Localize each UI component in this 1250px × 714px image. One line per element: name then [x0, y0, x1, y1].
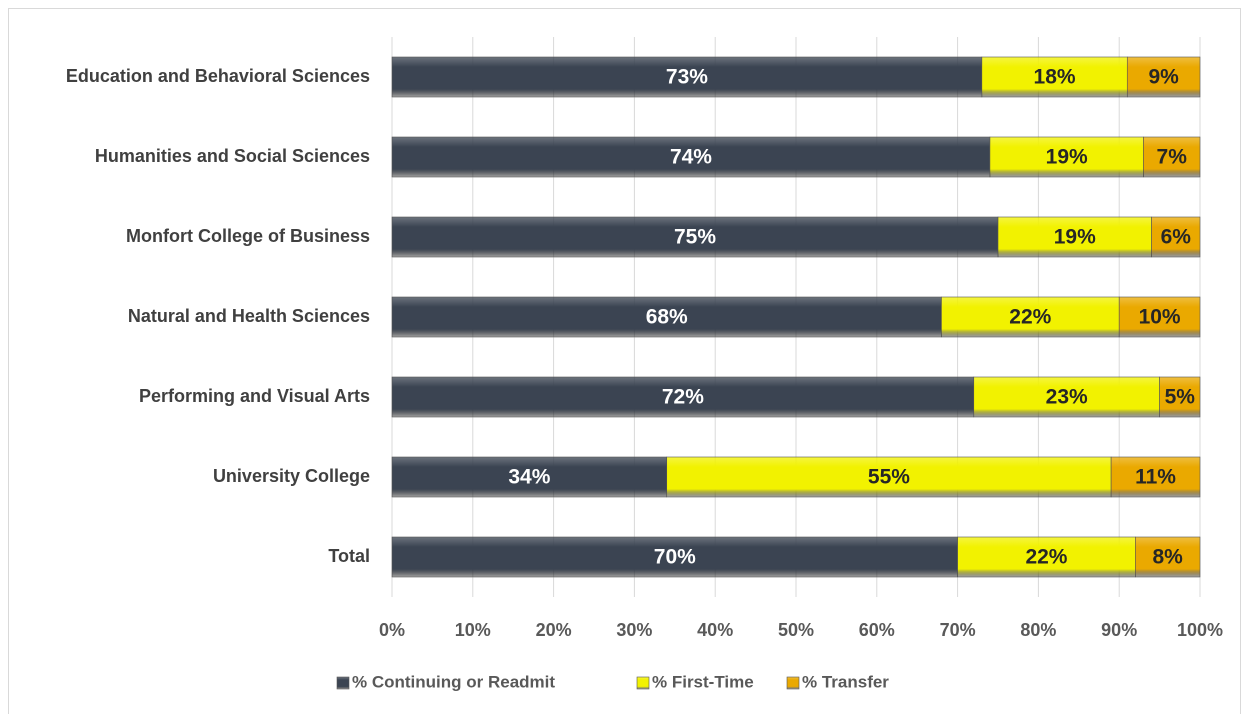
- data-label: 74%: [670, 146, 712, 169]
- legend-label: % Continuing or Readmit: [352, 672, 555, 691]
- bar-segment: [391, 536, 958, 578]
- bar-segment: [391, 216, 999, 258]
- bar-segment: [973, 376, 1160, 418]
- x-tick-label: 30%: [616, 620, 652, 640]
- x-tick-label: 100%: [1177, 620, 1223, 640]
- y-tick-label: Total: [328, 546, 370, 566]
- x-tick-label: 80%: [1020, 620, 1056, 640]
- bar-segment: [1151, 216, 1201, 258]
- legend-swatch: [336, 676, 350, 690]
- bar-segment: [391, 376, 975, 418]
- x-tick-label: 70%: [940, 620, 976, 640]
- bar-segment: [989, 136, 1144, 178]
- data-label: 11%: [1135, 466, 1176, 489]
- y-tick-label: Monfort College of Business: [126, 226, 370, 246]
- data-label: 22%: [1025, 546, 1067, 569]
- legend-swatch: [786, 676, 800, 690]
- data-label: 22%: [1009, 306, 1051, 329]
- data-label: 55%: [868, 466, 910, 489]
- x-tick-label: 40%: [697, 620, 733, 640]
- x-tick-label: 10%: [455, 620, 491, 640]
- bar-segment: [957, 536, 1136, 578]
- bar-segment: [391, 296, 942, 338]
- data-label: 34%: [508, 466, 550, 489]
- data-label: 10%: [1139, 306, 1181, 329]
- data-label: 70%: [654, 546, 696, 569]
- bar-segment: [1126, 56, 1201, 98]
- data-label: 5%: [1165, 386, 1196, 409]
- y-tick-label: Performing and Visual Arts: [139, 386, 370, 406]
- x-tick-label: 60%: [859, 620, 895, 640]
- x-tick-label: 90%: [1101, 620, 1137, 640]
- y-tick-label: University College: [213, 466, 370, 486]
- x-tick-label: 20%: [536, 620, 572, 640]
- data-label: 8%: [1153, 546, 1184, 569]
- data-label: 23%: [1046, 386, 1088, 409]
- data-label: 9%: [1148, 66, 1179, 89]
- bar-segment: [391, 56, 983, 98]
- bar-segment: [981, 56, 1128, 98]
- bar-segment: [1135, 536, 1201, 578]
- data-label: 6%: [1161, 226, 1192, 249]
- bar-segment: [1110, 456, 1201, 498]
- bar-segment: [1118, 296, 1201, 338]
- data-label: 19%: [1054, 226, 1096, 249]
- x-tick-label: 0%: [379, 620, 405, 640]
- data-label: 72%: [662, 386, 704, 409]
- bar-segment: [391, 136, 991, 178]
- bar-segment: [666, 456, 1112, 498]
- bar-segment: [1159, 376, 1201, 418]
- data-label: 68%: [646, 306, 688, 329]
- y-tick-label: Humanities and Social Sciences: [95, 146, 370, 166]
- data-label: 18%: [1034, 66, 1076, 89]
- bar-segment: [391, 456, 668, 498]
- data-label: 19%: [1046, 146, 1088, 169]
- chart-border: [8, 8, 1241, 714]
- data-label: 75%: [674, 226, 716, 249]
- legend-label: % First-Time: [652, 672, 754, 691]
- y-tick-label: Natural and Health Sciences: [128, 306, 370, 326]
- bar-segment: [941, 296, 1120, 338]
- legend-swatch: [636, 676, 650, 690]
- legend-label: % Transfer: [802, 672, 889, 691]
- data-label: 7%: [1157, 146, 1188, 169]
- x-tick-label: 50%: [778, 620, 814, 640]
- data-label: 73%: [666, 66, 708, 89]
- y-tick-label: Education and Behavioral Sciences: [66, 66, 370, 86]
- bar-segment: [1143, 136, 1201, 178]
